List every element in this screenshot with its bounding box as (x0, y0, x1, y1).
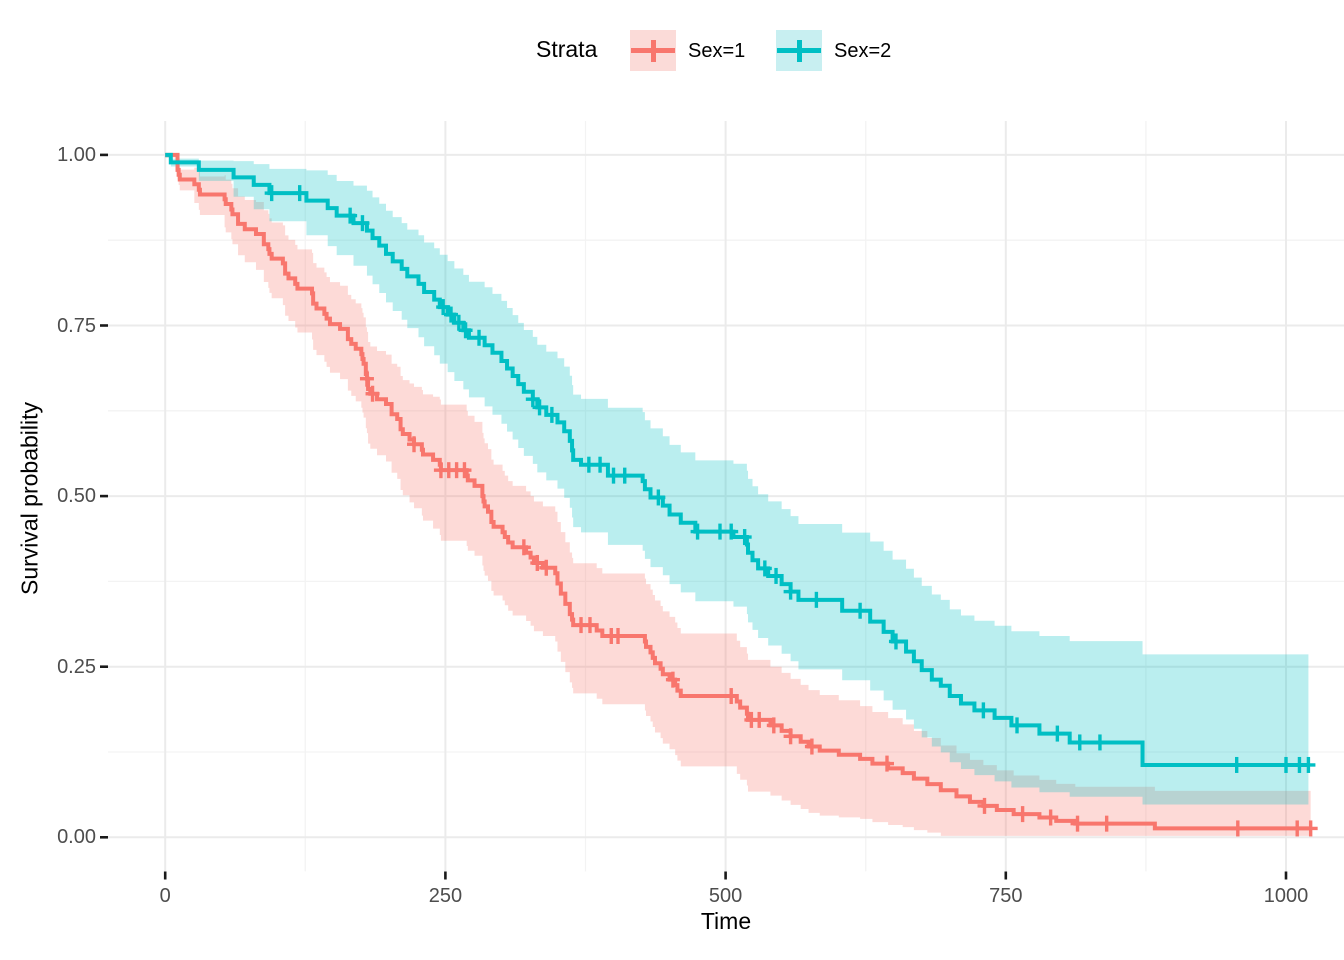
x-tick-label: 0 (159, 885, 171, 907)
x-axis-title: Time (700, 908, 752, 934)
legend-key-sex2-icon (776, 30, 822, 71)
survival-curve-sex1 (165, 152, 1311, 831)
x-tick-label: 1000 (1263, 885, 1309, 907)
censor-marks-sex1 (359, 370, 1318, 837)
censor-marks-sex2 (264, 185, 1316, 773)
y-tick-label: 1.00 (57, 143, 96, 166)
censor-plus-icon (797, 40, 802, 62)
legend-key-sex1-icon (630, 30, 676, 71)
legend-label-sex1: Sex=1 (688, 40, 746, 62)
survival-curve-sex2 (165, 152, 1309, 767)
censor-plus-icon (651, 40, 656, 62)
x-tick-label: 500 (708, 885, 743, 907)
x-tick-label: 750 (989, 885, 1023, 907)
y-tick-label: 0.00 (57, 826, 96, 849)
y-tick-label: 0.50 (57, 485, 96, 508)
y-tick-label: 0.25 (57, 655, 96, 678)
legend-title: Strata (536, 36, 598, 62)
x-tick-label: 250 (428, 885, 463, 907)
legend-label-sex2: Sex=2 (834, 40, 892, 62)
y-tick-label: 0.75 (57, 314, 96, 337)
